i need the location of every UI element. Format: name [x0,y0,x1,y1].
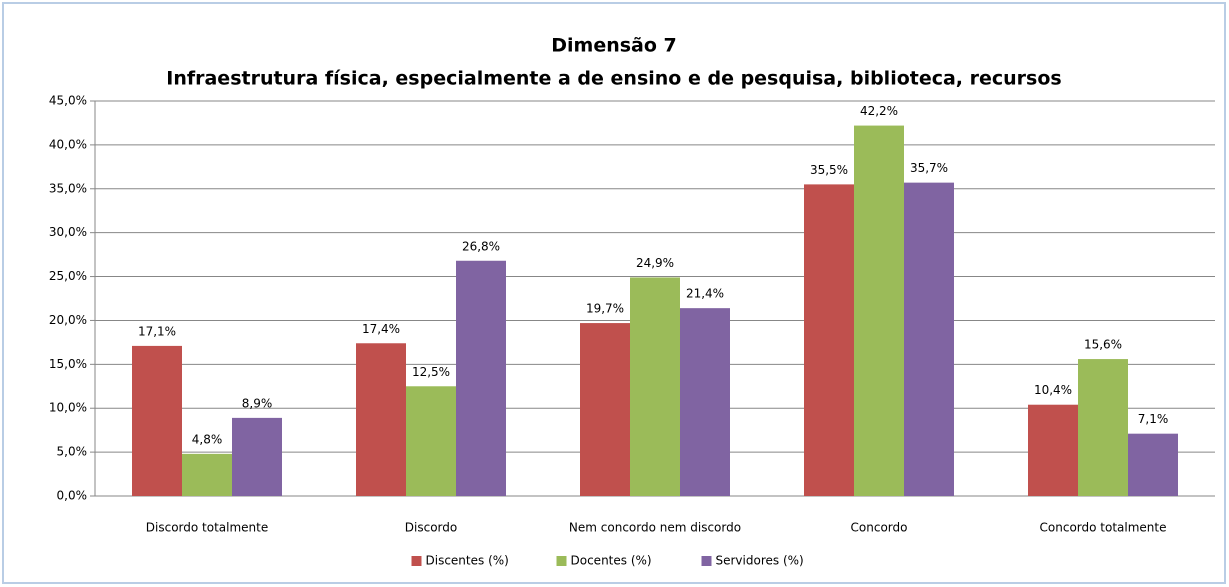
data-label: 35,5% [810,163,848,177]
data-label: 17,4% [362,322,400,336]
y-tick-label: 20,0% [49,313,87,327]
data-label: 4,8% [192,432,223,446]
y-tick-label: 25,0% [49,269,87,283]
data-label: 35,7% [910,161,948,175]
bar [680,308,730,496]
bar [630,277,680,496]
bar [1078,359,1128,496]
y-tick-label: 30,0% [49,225,87,239]
bar [232,417,282,496]
legend-label: Servidores (%) [716,554,804,568]
y-tick-label: 35,0% [49,181,87,195]
bar [182,453,232,496]
bar [580,323,630,496]
chart-subtitle: Infraestrutura física, especialmente a d… [166,68,1061,90]
legend-swatch [411,556,422,566]
y-tick-label: 45,0% [49,94,87,108]
legend-label: Docentes (%) [571,554,652,568]
data-label: 10,4% [1034,383,1072,397]
data-label: 8,9% [242,396,273,410]
bar [854,125,904,497]
data-label: 19,7% [586,302,624,316]
x-tick-label: Nem concordo nem discordo [569,521,741,535]
chart-title: Dimensão 7 [551,35,677,57]
data-label: 12,5% [412,365,450,379]
legend-swatch [701,556,712,566]
legend-swatch [556,556,567,566]
data-label: 7,1% [1138,412,1169,426]
data-label: 21,4% [686,287,724,301]
data-label: 26,8% [462,239,500,253]
x-tick-label: Concordo totalmente [1040,521,1167,535]
data-label: 42,2% [860,104,898,118]
x-tick-label: Discordo totalmente [146,521,268,535]
x-tick-label: Discordo [405,521,457,535]
y-tick-label: 5,0% [57,445,88,459]
y-tick-label: 10,0% [49,401,87,415]
data-label: 15,6% [1084,338,1122,352]
y-tick-label: 15,0% [49,357,87,371]
bar [456,260,506,496]
bar [1128,433,1178,496]
bar [406,386,456,496]
data-label: 24,9% [636,256,674,270]
x-tick-label: Concordo [851,521,908,535]
bar [804,184,854,496]
y-tick-label: 40,0% [49,137,87,151]
bar [904,182,954,496]
bar [356,343,406,496]
y-tick-label: 0,0% [57,489,88,503]
bar [132,345,182,496]
data-label: 17,1% [138,324,176,338]
legend-label: Discentes (%) [426,554,509,568]
bar [1028,404,1078,496]
